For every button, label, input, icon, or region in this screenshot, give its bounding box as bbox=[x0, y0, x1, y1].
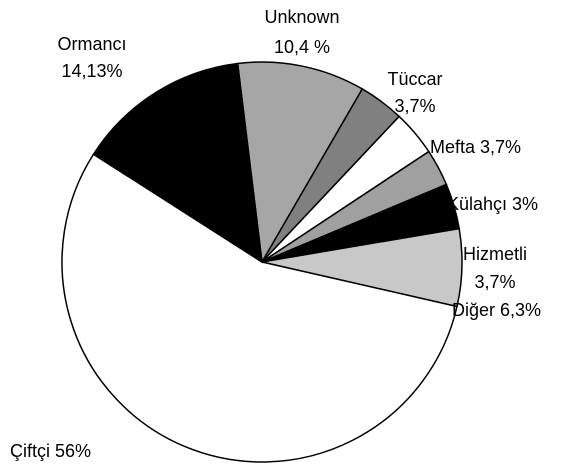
slice-value-label: 3,7% bbox=[480, 137, 521, 157]
pie-slice bbox=[236, 61, 364, 265]
slice-name: Diğer bbox=[452, 300, 495, 320]
slice-value-label: 3% bbox=[512, 194, 538, 214]
slice-name: Mefta bbox=[430, 137, 476, 157]
slice-name: Çiftçi bbox=[10, 441, 50, 461]
slice-value-label: 56% bbox=[55, 441, 91, 461]
slice-value-label: 6,3% bbox=[500, 300, 541, 320]
slice-value-label: 10,4 % bbox=[274, 37, 330, 57]
slice-name: Hizmetli bbox=[463, 244, 527, 264]
slice-value-label: 3,7% bbox=[474, 272, 515, 292]
slice-name: Tüccar bbox=[387, 69, 442, 89]
slice-value-label: 14,13% bbox=[61, 61, 122, 81]
slice-name: Külahçı bbox=[447, 194, 507, 214]
slice-value-label: 3,7% bbox=[394, 96, 435, 116]
slice-name: Ormancı bbox=[57, 34, 126, 54]
pie-slice bbox=[92, 62, 263, 264]
slice-name: Unknown bbox=[264, 7, 339, 27]
pie-slice bbox=[61, 153, 458, 463]
